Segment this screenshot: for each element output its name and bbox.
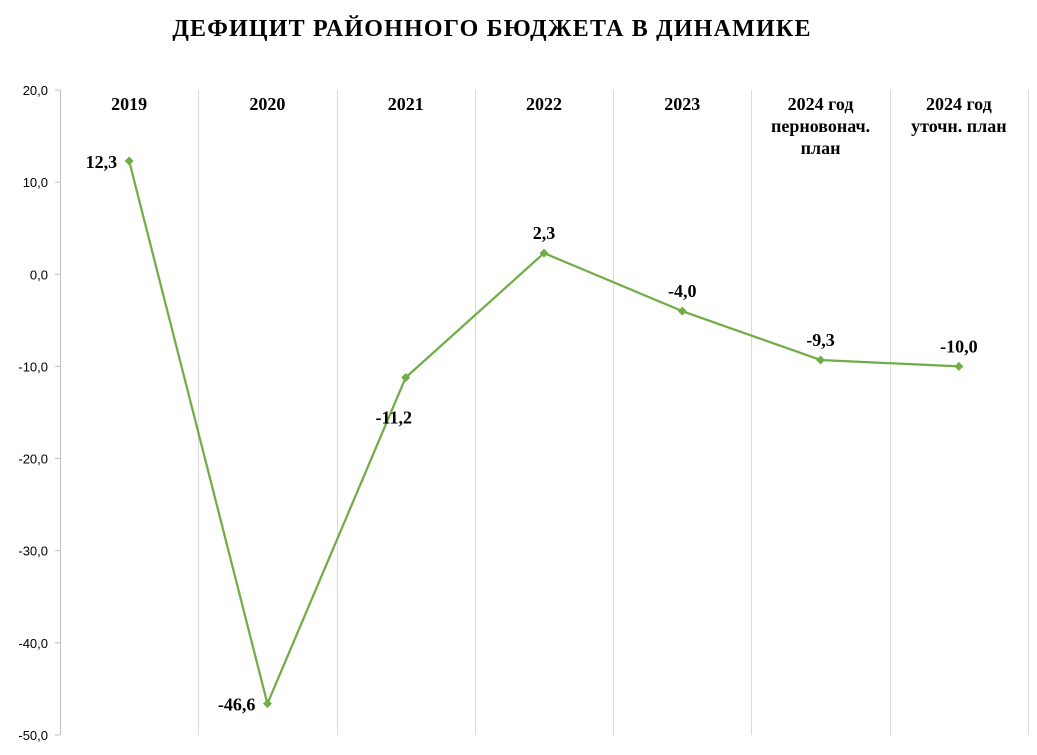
y-tick-label: -10,0 [18,359,48,374]
category-label: 2021 [388,94,424,114]
category-label-line: 2023 [664,94,700,114]
data-label: -46,6 [218,695,256,715]
data-label: -11,2 [375,407,412,427]
category-label-line: 2022 [526,94,562,114]
category-label: 2022 [526,94,562,114]
data-point-marker [262,699,272,709]
data-point-marker [401,372,411,382]
chart-title: ДЕФИЦИТ РАЙОННОГО БЮДЖЕТА В ДИНАМИКЕ [172,16,811,42]
y-tick-label: -20,0 [18,452,48,467]
category-label: 2023 [664,94,700,114]
data-label: 12,3 [86,152,118,172]
category-label-line: перновонач. [771,116,870,136]
y-tick-label: -50,0 [18,728,48,743]
category-labels: 2019 2020 2021 2022 2023 2024 год перновонач. п… [111,94,1006,158]
y-tick-label: 10,0 [23,175,48,190]
data-point-marker [816,355,826,365]
category-label-line: 2024 год [788,94,854,114]
category-label: 2024 год уточн. план [911,94,1007,136]
data-label: -10,0 [940,336,978,356]
data-labels: 12,3 -46,6 -11,2 2,3 -4,0 -9,3 -10,0 [86,152,978,715]
category-label-line: 2020 [249,94,285,114]
data-label: -4,0 [668,281,697,301]
category-label: 2020 [249,94,285,114]
grid-lines [198,90,1029,735]
category-label-line: 2019 [111,94,147,114]
data-label: 2,3 [533,223,556,243]
category-label: 2019 [111,94,147,114]
data-point-marker [954,361,964,371]
y-tick-label: 20,0 [23,83,48,98]
data-point-marker [539,248,549,258]
category-label: 2024 год перновонач. план [771,94,870,158]
category-label-line: уточн. план [911,116,1007,136]
y-tick-label: -30,0 [18,544,48,559]
series [124,156,964,709]
data-label: -9,3 [806,330,835,350]
category-label-line: 2021 [388,94,424,114]
y-axis: 20,0 10,0 0,0 -10,0 -20,0 -30,0 -40,0 -50,0 [18,83,61,743]
data-point-marker [677,306,687,316]
y-tick-label: 0,0 [30,267,48,282]
category-label-line: план [801,138,841,158]
category-label-line: 2024 год [926,94,992,114]
y-tick-label: -40,0 [18,636,48,651]
data-point-marker [124,156,134,166]
